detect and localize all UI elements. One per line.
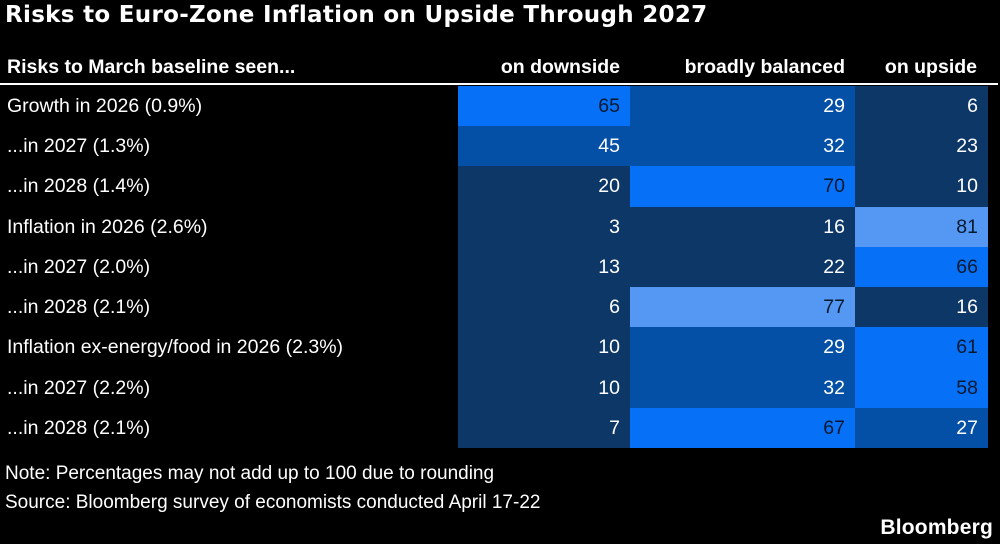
row-label: ...in 2027 (2.0%)	[7, 255, 151, 278]
column-header-upside: on upside	[884, 56, 977, 78]
row-header-label: Risks to March baseline seen...	[7, 56, 296, 78]
column-header-balanced: broadly balanced	[684, 56, 845, 78]
heat-cell: 77	[630, 287, 855, 328]
table-row: Inflation in 2026 (2.6%) 3 16 81	[0, 206, 988, 247]
heat-cell: 3	[458, 206, 630, 247]
heat-cell: 6	[458, 287, 630, 328]
row-label: ...in 2027 (1.3%)	[7, 135, 151, 158]
row-label: Inflation in 2026 (2.6%)	[7, 215, 208, 238]
bloomberg-logo: Bloomberg	[880, 516, 993, 539]
source-line: Source: Bloomberg survey of economists c…	[5, 492, 541, 513]
heat-cell: 20	[458, 166, 630, 207]
heatmap-table: Growth in 2026 (0.9%) 65 29 6 ...in 2027 (1.…	[0, 86, 988, 448]
row-label: Inflation ex-energy/food in 2026 (2.3%)	[7, 336, 344, 359]
chart-title: Risks to Euro-Zone Inflation on Upside T…	[5, 2, 708, 28]
heat-cell: 58	[855, 367, 988, 408]
heat-cell: 65	[458, 86, 630, 127]
heat-cell: 70	[630, 166, 855, 207]
heat-cell: 13	[458, 246, 630, 288]
heat-cell: 61	[855, 327, 988, 368]
column-header-downside: on downside	[500, 56, 620, 78]
heat-cell: 32	[630, 367, 855, 408]
heat-cell: 7	[458, 407, 630, 448]
heat-cell: 32	[630, 126, 855, 167]
table-row: ...in 2027 (2.0%) 13 22 66	[0, 246, 988, 288]
heat-cell: 6	[855, 86, 988, 127]
table-row: ...in 2028 (2.1%) 7 67 27	[0, 407, 988, 448]
table-row: Inflation ex-energy/food in 2026 (2.3%) 1…	[0, 327, 988, 368]
heat-cell: 29	[630, 327, 855, 368]
table-row: ...in 2028 (2.1%) 6 77 16	[0, 287, 988, 328]
header-divider	[0, 83, 998, 85]
row-label: ...in 2027 (2.2%)	[7, 376, 151, 399]
heat-cell: 10	[458, 327, 630, 368]
heat-cell: 22	[630, 246, 855, 288]
heat-cell: 10	[458, 367, 630, 408]
footnote: Note: Percentages may not add up to 100 …	[5, 463, 495, 484]
table-row: ...in 2028 (1.4%) 20 70 10	[0, 166, 988, 207]
table-row: ...in 2027 (2.2%) 10 32 58	[0, 367, 988, 408]
heat-cell: 29	[630, 86, 855, 127]
heat-cell: 23	[855, 126, 988, 167]
heat-cell: 16	[630, 206, 855, 247]
row-label: ...in 2028 (2.1%)	[7, 296, 151, 319]
heat-cell: 66	[855, 246, 988, 288]
heat-cell: 27	[855, 407, 988, 448]
heat-cell: 10	[855, 166, 988, 207]
heat-cell: 81	[855, 206, 988, 247]
table-row: ...in 2027 (1.3%) 45 32 23	[0, 126, 988, 167]
row-label: ...in 2028 (1.4%)	[7, 175, 151, 198]
row-label: ...in 2028 (2.1%)	[7, 416, 151, 439]
row-label: Growth in 2026 (0.9%)	[7, 95, 203, 117]
table-header-row: Risks to March baseline seen... on downs…	[0, 56, 1000, 82]
heat-cell: 16	[855, 287, 988, 328]
table-row: Growth in 2026 (0.9%) 65 29 6	[0, 86, 988, 127]
heat-cell: 45	[458, 126, 630, 167]
heat-cell: 67	[630, 407, 855, 448]
